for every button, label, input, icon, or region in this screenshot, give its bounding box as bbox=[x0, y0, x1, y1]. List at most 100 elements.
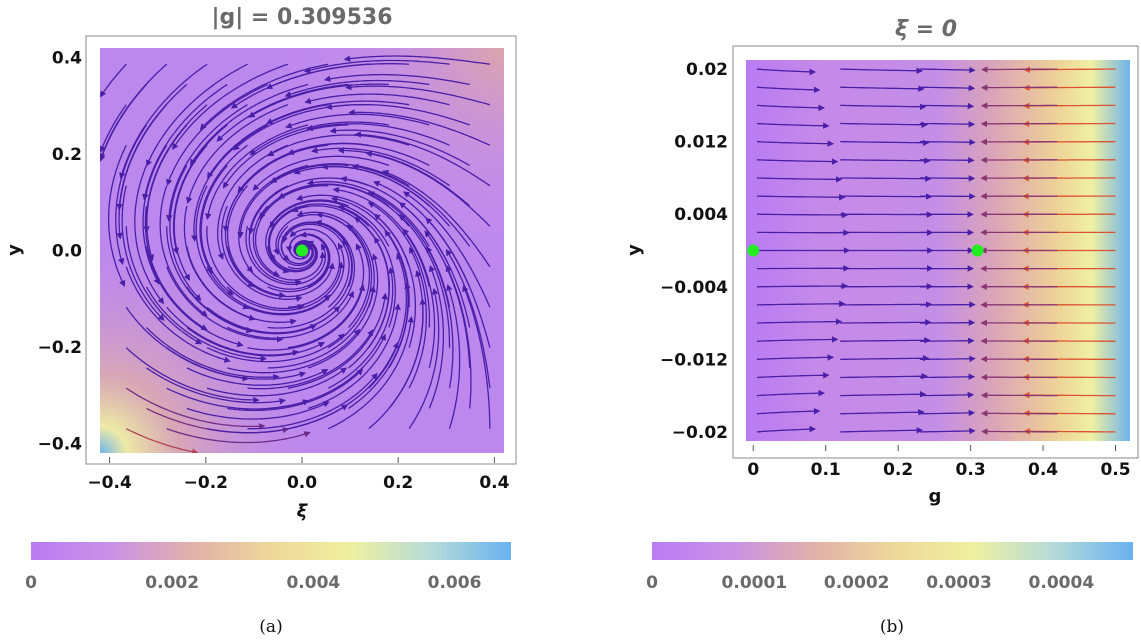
streamline bbox=[756, 158, 839, 165]
streamline bbox=[247, 329, 374, 390]
streamline bbox=[273, 213, 370, 267]
y-tick-label: −0.004 bbox=[660, 278, 728, 298]
streamline bbox=[159, 185, 208, 317]
streamline bbox=[206, 226, 305, 311]
streamline bbox=[343, 55, 490, 65]
streamline bbox=[115, 124, 148, 265]
streamline bbox=[186, 367, 329, 386]
panel-b-streamlines bbox=[756, 66, 1116, 435]
streamline bbox=[248, 185, 302, 286]
streamline bbox=[756, 140, 835, 147]
x-tick-label: −0.4 bbox=[87, 473, 132, 493]
streamline bbox=[142, 83, 228, 201]
streamline bbox=[919, 337, 975, 345]
colorbar-b-gradient bbox=[652, 542, 1133, 560]
colorbar-a-ticks: 0 0.002 0.004 0.006 bbox=[25, 573, 481, 593]
streamline bbox=[206, 333, 345, 363]
colorbar-tick-label: 0 bbox=[646, 573, 658, 593]
streamline bbox=[125, 266, 231, 363]
panel-b-fixed-points bbox=[747, 244, 984, 257]
streamline bbox=[368, 252, 408, 389]
colorbar-a-gradient bbox=[31, 542, 511, 560]
streamline bbox=[330, 196, 410, 308]
streamline bbox=[134, 165, 165, 305]
streamline bbox=[226, 185, 286, 299]
streamline bbox=[756, 176, 843, 183]
streamline bbox=[365, 150, 491, 227]
streamline bbox=[388, 270, 424, 409]
streamline bbox=[840, 67, 923, 74]
streamline bbox=[284, 79, 430, 98]
streamline bbox=[840, 175, 932, 182]
streamline bbox=[840, 139, 930, 147]
streamline bbox=[165, 104, 248, 222]
streamline bbox=[281, 223, 350, 308]
streamline bbox=[840, 301, 933, 308]
streamline bbox=[402, 228, 436, 369]
streamline bbox=[332, 186, 430, 288]
streamline bbox=[756, 193, 846, 201]
colorbar-tick-label: 0.0004 bbox=[1029, 573, 1095, 593]
streamline bbox=[207, 104, 329, 179]
panel-a-frame bbox=[85, 35, 517, 465]
caption-a: (a) bbox=[259, 617, 282, 637]
streamline bbox=[919, 66, 976, 74]
streamline bbox=[186, 104, 289, 204]
streamline bbox=[304, 93, 450, 106]
streamline bbox=[248, 83, 389, 118]
streamline bbox=[323, 73, 470, 86]
streamline bbox=[840, 390, 927, 398]
streamline bbox=[345, 83, 491, 106]
streamline bbox=[238, 164, 309, 273]
colorbar-tick-label: 0.0002 bbox=[824, 573, 890, 593]
streamline bbox=[249, 121, 390, 156]
streamline bbox=[296, 194, 410, 267]
streamline bbox=[840, 193, 933, 200]
streamline bbox=[329, 127, 470, 166]
streamline bbox=[307, 253, 379, 369]
streamline bbox=[269, 200, 390, 247]
streamline bbox=[919, 373, 976, 380]
streamline bbox=[226, 261, 345, 312]
streamline bbox=[425, 217, 491, 348]
y-tick-label: −0.02 bbox=[672, 423, 728, 443]
streamline bbox=[756, 408, 821, 415]
streamline bbox=[267, 134, 410, 157]
colorbar-a: 0 0.002 0.004 0.006 bbox=[25, 542, 511, 593]
streamline bbox=[756, 425, 817, 433]
panel-b-x-axis-label: g bbox=[929, 486, 942, 507]
streamline bbox=[402, 191, 491, 308]
streamline bbox=[303, 59, 450, 74]
panel-b-x-ticks: 0 0.1 0.2 0.3 0.4 0.5 bbox=[747, 445, 1131, 480]
panel-b-title: ξ = 0 bbox=[895, 17, 957, 42]
colorbar-tick-label: 0.002 bbox=[145, 573, 199, 593]
streamline bbox=[424, 230, 471, 368]
x-tick-label: 0.2 bbox=[883, 460, 913, 480]
streamline bbox=[840, 354, 930, 362]
streamline bbox=[756, 318, 843, 325]
x-tick-label: 0.5 bbox=[1100, 460, 1130, 480]
streamline bbox=[222, 124, 349, 189]
streamline bbox=[287, 243, 365, 349]
streamline bbox=[840, 319, 932, 326]
streamline bbox=[840, 409, 925, 416]
streamline bbox=[756, 336, 839, 343]
colorbar-tick-label: 0.004 bbox=[286, 573, 340, 593]
streamline bbox=[408, 287, 440, 430]
streamline bbox=[166, 428, 311, 444]
streamline bbox=[408, 246, 427, 389]
streamline bbox=[919, 409, 976, 417]
streamline bbox=[172, 63, 289, 150]
streamline bbox=[919, 121, 976, 128]
streamline bbox=[296, 210, 375, 308]
streamline bbox=[919, 156, 975, 164]
panel-a-x-ticks: −0.4 −0.2 0.0 0.2 0.4 bbox=[87, 457, 510, 493]
x-tick-label: 0.1 bbox=[811, 460, 841, 480]
streamline bbox=[307, 303, 401, 410]
y-tick-label: 0.0 bbox=[52, 242, 82, 262]
colorbar-b-ticks: 0 0.0001 0.0002 0.0003 0.0004 bbox=[646, 573, 1094, 593]
x-tick-label: 0.0 bbox=[287, 473, 317, 493]
panel-a-streamlines bbox=[100, 55, 491, 453]
streamline bbox=[186, 286, 317, 335]
